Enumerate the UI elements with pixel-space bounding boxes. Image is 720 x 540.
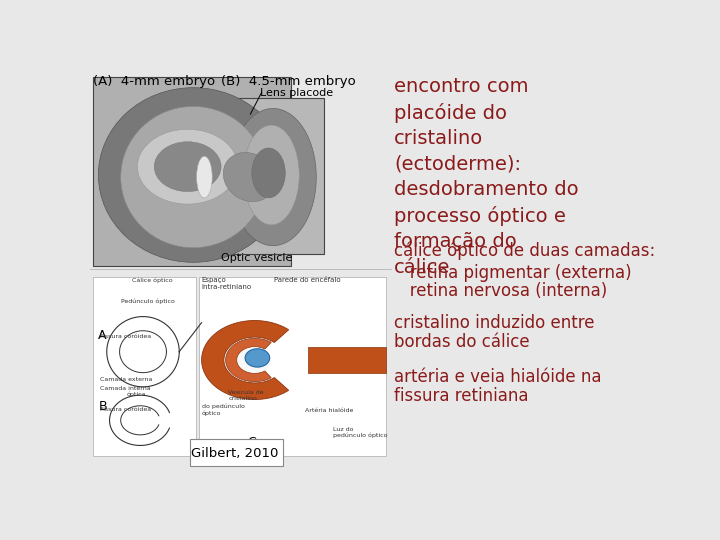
Ellipse shape (121, 106, 266, 248)
Text: Cálice óptico: Cálice óptico (132, 278, 173, 283)
Text: encontro com: encontro com (394, 77, 528, 96)
Ellipse shape (154, 141, 221, 192)
Ellipse shape (252, 148, 285, 198)
Ellipse shape (243, 125, 300, 225)
Text: bordas do cálice: bordas do cálice (394, 333, 530, 350)
Text: placóide do: placóide do (394, 103, 507, 123)
Text: Fissura coróidea: Fissura coróidea (100, 334, 151, 339)
Ellipse shape (197, 156, 212, 198)
Polygon shape (225, 339, 271, 382)
Text: processo óptico e: processo óptico e (394, 206, 566, 226)
Text: Optic vesicle: Optic vesicle (221, 253, 292, 263)
Ellipse shape (230, 109, 316, 246)
Ellipse shape (223, 152, 275, 201)
Text: retina pigmentar (externa): retina pigmentar (externa) (394, 264, 631, 281)
Text: cálice óptico de duas camadas:: cálice óptico de duas camadas: (394, 241, 655, 260)
Text: (B)  4.5-mm embryo: (B) 4.5-mm embryo (221, 75, 356, 88)
Text: (ectoderme):: (ectoderme): (394, 154, 521, 174)
Text: cristalino induzido entre: cristalino induzido entre (394, 314, 595, 332)
FancyBboxPatch shape (93, 277, 196, 456)
Text: (A)  4-mm embryo: (A) 4-mm embryo (93, 75, 215, 88)
Text: A: A (99, 329, 107, 342)
FancyBboxPatch shape (93, 77, 291, 266)
Text: Espaço
Intra-retiniano: Espaço Intra-retiniano (202, 277, 252, 290)
Text: cristalino: cristalino (394, 129, 483, 148)
Text: Parede do encéfalo: Parede do encéfalo (274, 277, 341, 283)
Text: óptica: óptica (126, 391, 145, 397)
FancyBboxPatch shape (199, 277, 386, 456)
FancyBboxPatch shape (221, 98, 324, 254)
Text: Pedúnculo óptico: Pedúnculo óptico (121, 299, 174, 305)
Circle shape (238, 348, 271, 373)
Text: Vesícula de
cristalino: Vesícula de cristalino (228, 390, 264, 401)
Text: Lens placode: Lens placode (260, 87, 333, 98)
Text: Luz do
pedúnculo óptico: Luz do pedúnculo óptico (333, 427, 387, 438)
Ellipse shape (99, 87, 288, 262)
Text: Fissura coróidea: Fissura coróidea (100, 407, 151, 412)
Text: C: C (248, 436, 256, 449)
Text: desdobramento do: desdobramento do (394, 180, 579, 199)
Text: B: B (99, 400, 107, 413)
Text: do pedúnculo
óptico: do pedúnculo óptico (202, 404, 245, 416)
Text: Gilbert, 2010: Gilbert, 2010 (192, 447, 279, 460)
Text: retina nervosa (interna): retina nervosa (interna) (394, 282, 608, 300)
Text: formação do: formação do (394, 232, 517, 251)
Text: Artéria hialóide: Artéria hialóide (305, 408, 354, 413)
Text: artéria e veia hialóide na: artéria e veia hialóide na (394, 368, 602, 386)
Ellipse shape (138, 129, 238, 204)
Text: cálice: cálice (394, 258, 451, 276)
Text: Camada externa: Camada externa (100, 377, 153, 382)
Text: Camada interna: Camada interna (100, 386, 150, 391)
Circle shape (245, 349, 270, 367)
Polygon shape (202, 321, 289, 400)
Text: fissura retiniana: fissura retiniana (394, 387, 528, 404)
FancyBboxPatch shape (190, 439, 282, 466)
